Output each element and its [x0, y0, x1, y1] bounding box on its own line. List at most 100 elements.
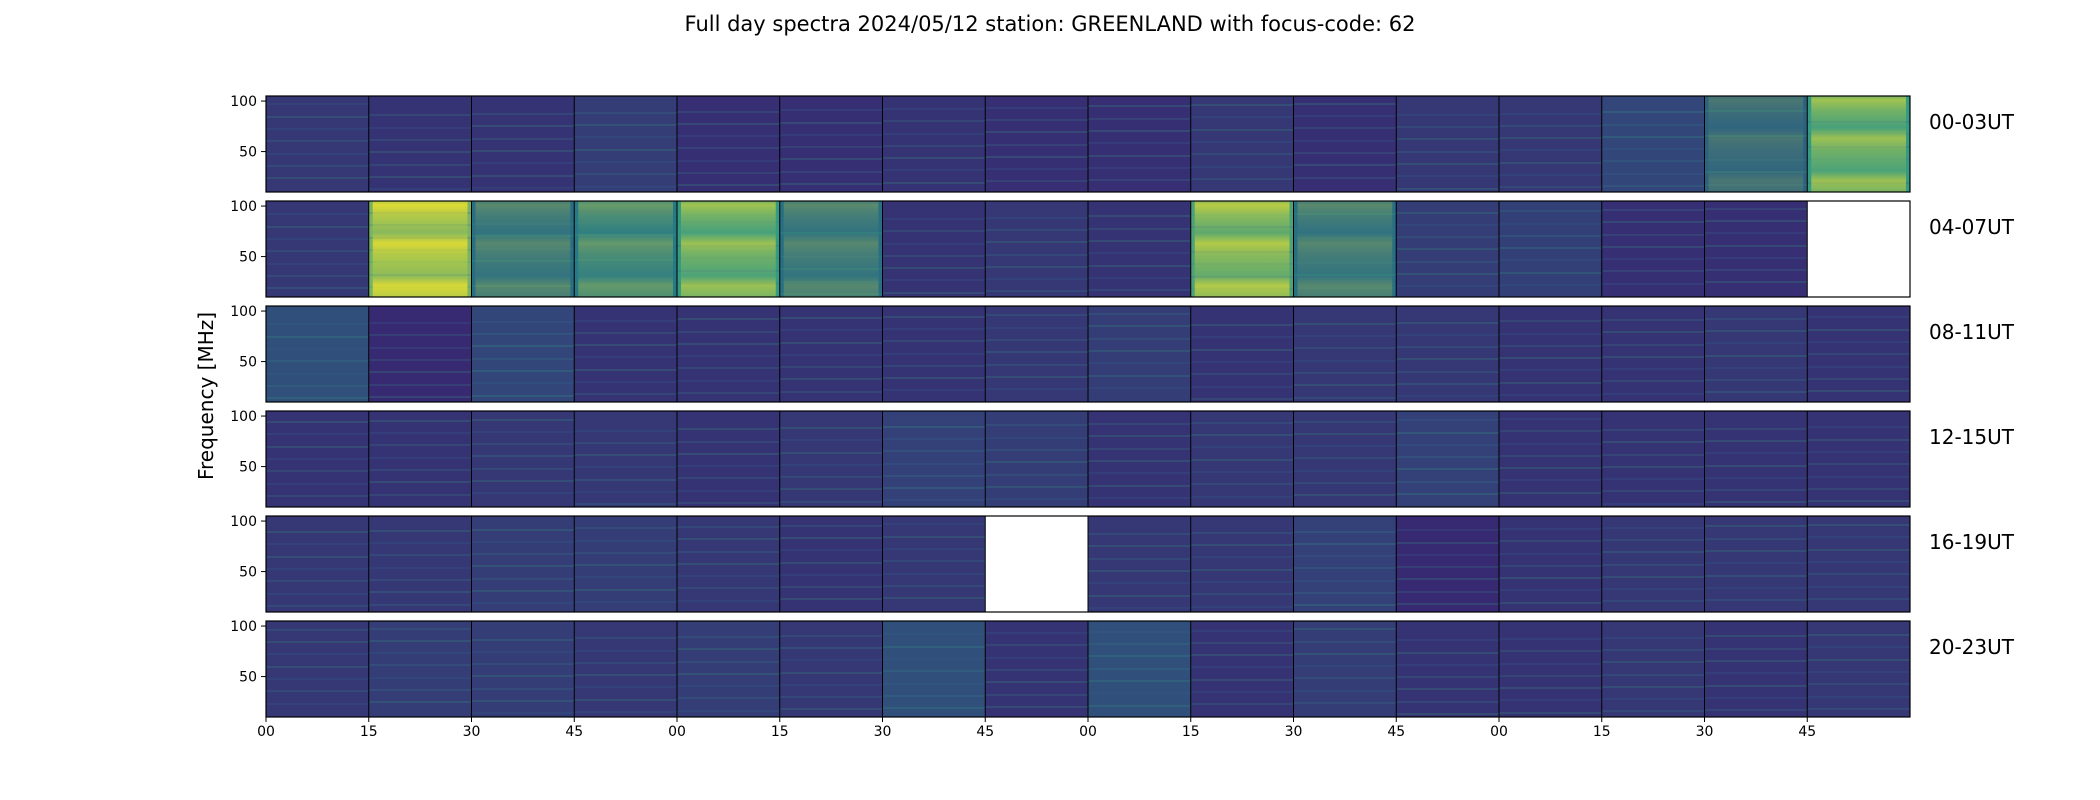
y-tick-label: 100 — [230, 94, 257, 110]
row-time-label: 08-11UT — [1929, 320, 2015, 344]
spectrum-panel — [1293, 516, 1397, 612]
spectrum-panel — [985, 411, 1088, 507]
x-tick-label: 45 — [1387, 724, 1405, 740]
burst-band — [1708, 96, 1804, 192]
y-tick-label: 50 — [239, 460, 257, 476]
y-tick-label: 50 — [239, 565, 257, 581]
row-time-label: 00-03UT — [1929, 110, 2015, 134]
spectrum-panel — [1499, 411, 1602, 507]
spectrum-panel — [1088, 516, 1191, 612]
spectrum-panel — [1293, 96, 1397, 192]
spectrum-panel — [1396, 201, 1499, 297]
spectrum-panel — [368, 621, 472, 717]
spectrum-panel — [1601, 621, 1705, 717]
spectrum-panel — [677, 411, 780, 507]
spectrum-panel — [574, 516, 677, 612]
spectrum-panel — [1190, 621, 1294, 717]
spectrum-panel — [266, 516, 369, 612]
spectrum-panel — [1190, 516, 1294, 612]
row-frame — [265, 200, 1911, 298]
spectrum-panel — [1396, 516, 1499, 612]
y-tick-label: 100 — [230, 619, 257, 635]
spectrum-panel — [677, 306, 780, 402]
spectrum-panel — [1499, 621, 1602, 717]
spectrum-panel — [882, 516, 986, 612]
spectrum-panel — [1088, 621, 1191, 717]
spectrum-panel — [1190, 411, 1294, 507]
burst-band — [1811, 96, 1906, 192]
burst-band — [578, 201, 673, 297]
spectrum-panel — [1088, 306, 1191, 402]
spectrum-panel — [677, 516, 780, 612]
spectra-row: 100 50 00-03UT — [230, 94, 2015, 193]
spectrum-panel — [1293, 306, 1397, 402]
spectrum-panel — [985, 201, 1088, 297]
spectrum-panel — [882, 201, 986, 297]
spectrum-panel — [1396, 411, 1499, 507]
y-tick-label: 50 — [239, 670, 257, 686]
burst-band — [372, 201, 468, 297]
spectrum-panel — [574, 306, 677, 402]
spectrum-panel — [574, 96, 677, 192]
spectrum-panel — [1704, 516, 1808, 612]
row-frame — [265, 305, 1911, 403]
spectrum-panel — [471, 96, 575, 192]
spectrum-panel — [1088, 411, 1191, 507]
spectrum-panel — [1601, 516, 1705, 612]
y-tick-label: 50 — [239, 145, 257, 161]
spectrum-panel — [677, 621, 780, 717]
spectra-row: 100 50 08-11UT — [230, 304, 2015, 403]
spectrum-panel — [1499, 516, 1602, 612]
spectrum-panel — [882, 621, 986, 717]
spectrum-panel — [1088, 96, 1191, 192]
spectrum-panel-empty — [1807, 201, 1910, 297]
row-frame — [265, 95, 1911, 193]
y-tick-label: 100 — [230, 304, 257, 320]
spectrum-panel — [1088, 201, 1191, 297]
spectrum-panel — [1807, 621, 1910, 717]
burst-band — [475, 201, 571, 297]
spectrum-panel — [1190, 96, 1294, 192]
x-tick-label: 15 — [1182, 724, 1200, 740]
spectrum-panel — [779, 411, 883, 507]
spectrum-panel — [1293, 411, 1397, 507]
spectrum-panel — [1704, 201, 1808, 297]
spectrum-panel — [1704, 621, 1808, 717]
spectrum-panel — [1601, 96, 1705, 192]
burst-band — [783, 201, 879, 297]
x-tick-label: 00 — [1079, 724, 1097, 740]
spectrum-panel — [677, 96, 780, 192]
row-time-label: 20-23UT — [1929, 635, 2015, 659]
y-tick-label: 100 — [230, 409, 257, 425]
spectrum-panel — [471, 621, 575, 717]
spectrum-panel — [1601, 201, 1705, 297]
spectrum-panel — [266, 96, 369, 192]
spectrum-panel — [1499, 306, 1602, 402]
spectrum-panel — [1807, 516, 1910, 612]
spectrum-panel — [882, 411, 986, 507]
spectrum-panel — [368, 411, 472, 507]
row-time-label: 16-19UT — [1929, 530, 2015, 554]
spectrum-panel — [266, 201, 369, 297]
y-tick-label: 50 — [239, 355, 257, 371]
spectra-row: 100 50 04-07UT — [230, 199, 2015, 298]
x-tick-label: 00 — [668, 724, 686, 740]
spectrum-panel — [1601, 411, 1705, 507]
x-tick-label: 45 — [1798, 724, 1816, 740]
spectrum-panel — [1293, 621, 1397, 717]
x-tick-label: 00 — [1490, 724, 1508, 740]
spectrum-panel-empty — [985, 516, 1088, 612]
row-time-label: 04-07UT — [1929, 215, 2015, 239]
spectrum-panel — [882, 96, 986, 192]
spectrum-panel — [1807, 411, 1910, 507]
spectrum-panel — [1499, 201, 1602, 297]
spectrum-panel — [1396, 96, 1499, 192]
spectrum-panel — [779, 96, 883, 192]
spectrum-panel — [779, 621, 883, 717]
spectrum-panel — [1499, 96, 1602, 192]
x-tick-label: 30 — [1285, 724, 1303, 740]
x-tick-label: 30 — [463, 724, 481, 740]
spectrum-panel — [266, 411, 369, 507]
spectrum-panel — [368, 306, 472, 402]
